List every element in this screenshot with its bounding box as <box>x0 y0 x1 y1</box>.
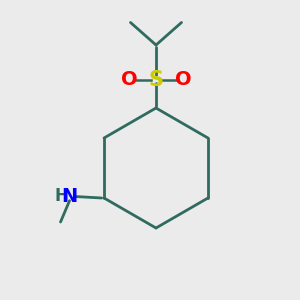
Text: O: O <box>175 70 191 89</box>
Text: H: H <box>54 187 68 205</box>
Text: S: S <box>148 70 164 89</box>
Text: N: N <box>61 187 78 206</box>
Text: O: O <box>121 70 137 89</box>
